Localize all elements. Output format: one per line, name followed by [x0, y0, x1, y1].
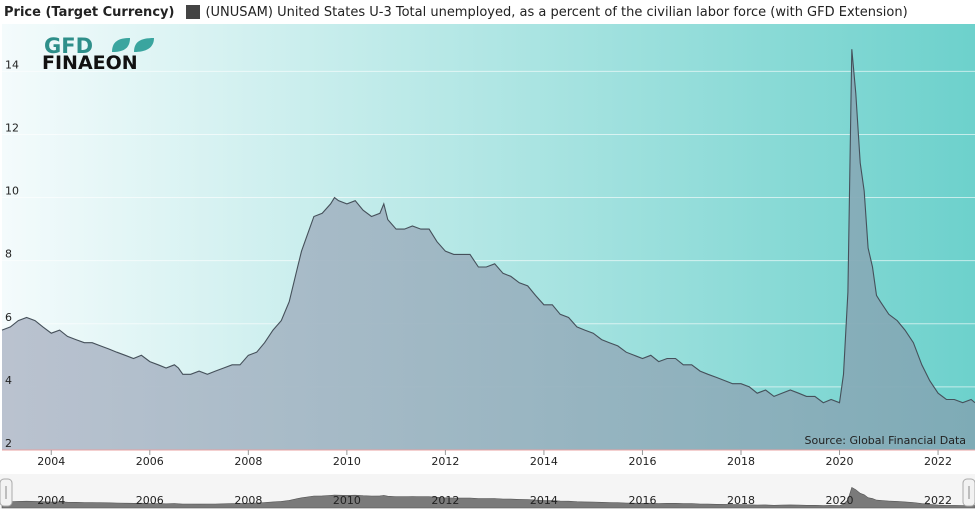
navigator-series: [1, 487, 975, 509]
y-tick-label: 14: [5, 58, 19, 71]
y-tick-label: 8: [5, 248, 12, 261]
x-tick-label: 2022: [924, 455, 952, 468]
navigator-year-label: 2020: [826, 494, 854, 507]
navigator[interactable]: 2004 2006 2008 2010 2012 2014 2016 2018 2020 2022: [0, 474, 975, 509]
x-tick-label: 2006: [136, 455, 164, 468]
series-line: [1, 49, 975, 404]
navigator-year-labels: 2004 2006 2008 2010 2012 2014 2016 2018 2020 2022: [37, 494, 952, 507]
navigator-year-label: 2016: [628, 494, 656, 507]
navigator-year-label: 2010: [333, 494, 361, 507]
x-tick-label: 2004: [37, 455, 65, 468]
series-fill: [2, 49, 975, 450]
y-tick-label: 4: [5, 374, 12, 387]
logo-text-finaeon: FINAEON: [42, 52, 138, 74]
x-tick-label: 2008: [234, 455, 262, 468]
y-axis-ticks: 2 4 6 8 10 12 14: [5, 58, 19, 450]
navigator-year-label: 2012: [431, 494, 459, 507]
navigator-year-label: 2004: [37, 494, 65, 507]
x-axis-ticks: 2004 2006 2008 2010 2012 2014 2016 2018 2020 2022: [37, 450, 952, 468]
y-tick-label: 2: [5, 437, 12, 450]
legend-label[interactable]: (UNUSAM) United States U-3 Total unemplo…: [205, 4, 908, 20]
x-tick-label: 2020: [826, 455, 854, 468]
y-tick-label: 12: [5, 121, 19, 134]
x-tick-label: 2012: [431, 455, 459, 468]
logo-leaf-icon: [112, 38, 130, 52]
source-note: Source: Global Financial Data: [805, 434, 967, 447]
chart-header: Price (Target Currency) (UNUSAM) United …: [4, 2, 908, 22]
x-tick-label: 2016: [628, 455, 656, 468]
chart-title: Price (Target Currency): [4, 4, 175, 20]
navigator-year-label: 2022: [924, 494, 952, 507]
legend-swatch[interactable]: [186, 5, 201, 19]
navigator-year-label: 2014: [530, 494, 558, 507]
navigator-year-label: 2006: [136, 494, 164, 507]
x-tick-label: 2018: [727, 455, 755, 468]
navigator-year-label: 2018: [727, 494, 755, 507]
logo-text-gfd: GFD: [44, 34, 93, 58]
x-tick-label: 2010: [333, 455, 361, 468]
gfd-finaeon-logo: GFD FINAEON: [42, 34, 154, 74]
navigator-year-label: 2008: [234, 494, 262, 507]
series-area[interactable]: [1, 49, 975, 450]
logo-leaf-icon: [134, 38, 154, 52]
y-tick-label: 10: [5, 185, 19, 198]
x-tick-label: 2014: [530, 455, 558, 468]
y-tick-label: 6: [5, 311, 12, 324]
